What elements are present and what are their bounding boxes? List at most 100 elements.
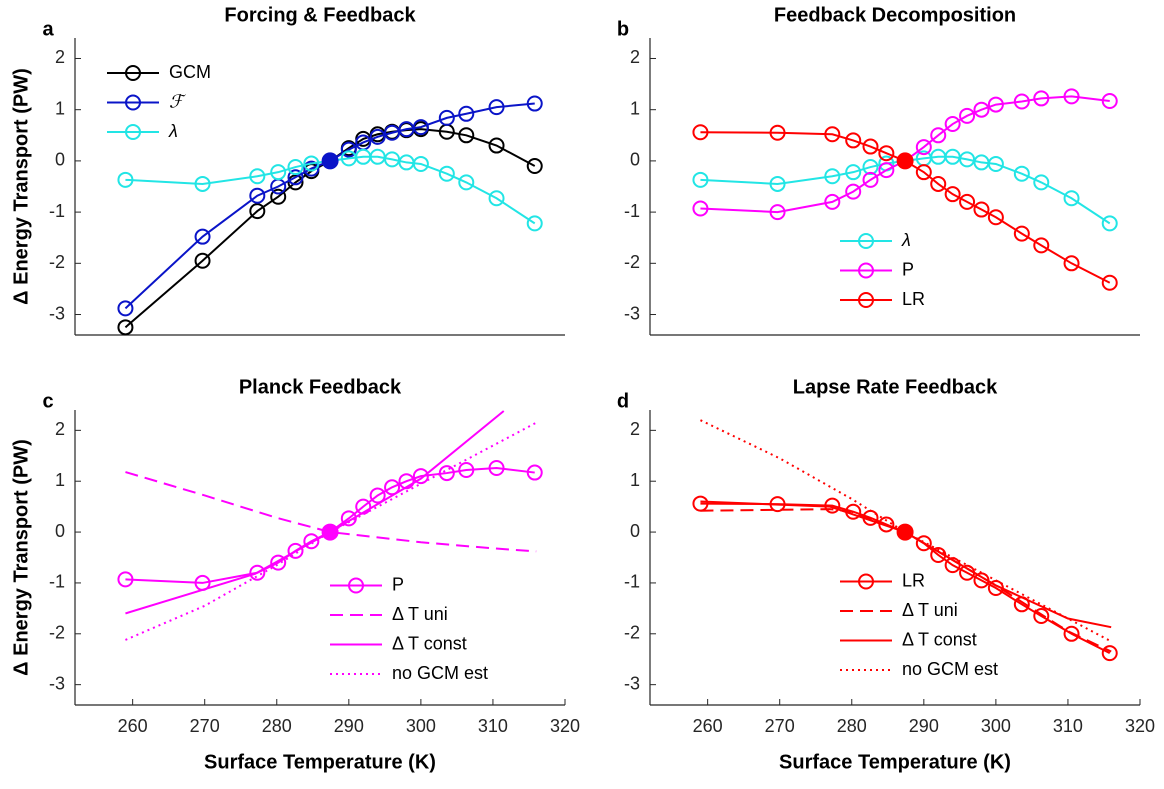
x-tick-label: 260 — [118, 716, 148, 736]
legend-label: λ — [901, 230, 911, 250]
marker — [915, 164, 932, 181]
marker — [987, 155, 1004, 172]
marker — [438, 465, 455, 482]
marker — [526, 215, 543, 232]
legend-marker — [858, 262, 874, 279]
legend-label: P — [392, 574, 404, 594]
marker — [862, 159, 879, 176]
marker — [194, 252, 211, 269]
marker — [488, 190, 505, 207]
y-tick-label: 1 — [630, 98, 640, 118]
y-tick-label: 0 — [630, 521, 640, 541]
legend-marker — [858, 573, 874, 590]
reference-point — [321, 523, 339, 541]
marker — [1063, 255, 1080, 272]
legend-marker — [125, 124, 141, 140]
marker — [412, 155, 429, 172]
x-tick-label: 310 — [478, 716, 508, 736]
legend-marker — [348, 577, 364, 594]
marker — [769, 204, 786, 221]
y-tick-label: -1 — [624, 572, 640, 592]
legend: P Δ T uni Δ T const no GCM est — [330, 574, 488, 683]
legend-label: no GCM est — [392, 663, 488, 683]
marker — [117, 571, 134, 588]
marker — [194, 175, 211, 192]
y-tick-label: 2 — [630, 419, 640, 439]
marker — [270, 554, 287, 571]
marker — [303, 533, 320, 550]
legend: GCM ℱλ — [107, 62, 211, 141]
plot-area: -3 -2 -1 0 1 2 Feedback Decomposition b λP LR — [617, 4, 1140, 336]
marker — [769, 175, 786, 192]
y-tick-label: 0 — [55, 521, 65, 541]
marker — [944, 186, 961, 203]
legend-marker — [858, 292, 874, 308]
marker — [340, 141, 357, 158]
x-tick-label: 310 — [1053, 716, 1083, 736]
marker — [438, 165, 455, 182]
legend: LR Δ T uni Δ T const no GCM est — [840, 570, 998, 679]
legend: λP LR — [840, 230, 925, 309]
y-tick-label: 2 — [55, 47, 65, 67]
marker — [249, 203, 266, 220]
marker — [824, 193, 841, 210]
marker — [1063, 88, 1080, 105]
marker — [915, 535, 932, 552]
legend-label: Δ T const — [902, 629, 977, 649]
marker — [959, 193, 976, 210]
panel-title: Forcing & Feedback — [224, 4, 416, 26]
series-line — [700, 419, 1112, 643]
legend-label: Δ T const — [392, 633, 467, 653]
marker — [1013, 93, 1030, 110]
y-tick-label: 2 — [630, 47, 640, 67]
marker — [287, 169, 304, 186]
marker — [369, 128, 386, 145]
marker — [845, 132, 862, 149]
plot-area: -3 -2 -1 0 1 2 260 270 280 290 300 310 320 Lapse Rate… — [617, 376, 1155, 773]
marker — [930, 175, 947, 192]
y-tick-label: -2 — [624, 623, 640, 643]
marker — [458, 174, 475, 191]
marker — [878, 162, 895, 179]
marker — [117, 171, 134, 188]
y-axis-label: Δ Energy Transport (PW) — [10, 439, 32, 676]
marker — [117, 300, 134, 317]
marker — [412, 468, 429, 485]
legend-label: GCM — [169, 62, 211, 82]
legend-marker — [125, 65, 141, 81]
series-line — [125, 410, 505, 615]
x-tick-label: 290 — [909, 716, 939, 736]
marker — [369, 487, 386, 504]
marker — [1101, 274, 1118, 291]
x-tick-label: 280 — [262, 716, 292, 736]
marker — [973, 101, 990, 118]
x-tick-label: 270 — [765, 716, 795, 736]
x-tick-label: 270 — [190, 716, 220, 736]
marker — [769, 124, 786, 141]
reference-point — [896, 523, 914, 541]
legend-label: Δ T uni — [902, 600, 958, 620]
x-tick-label: 300 — [981, 716, 1011, 736]
marker — [287, 174, 304, 191]
marker — [1033, 237, 1050, 254]
marker — [987, 96, 1004, 113]
panel-label: d — [617, 390, 629, 412]
marker — [1101, 645, 1118, 662]
y-tick-label: -2 — [624, 252, 640, 272]
marker — [340, 510, 357, 527]
marker — [944, 116, 961, 133]
y-tick-label: -1 — [49, 201, 65, 221]
marker — [959, 107, 976, 124]
marker — [824, 168, 841, 185]
marker — [303, 160, 320, 177]
marker — [458, 105, 475, 122]
marker — [930, 127, 947, 144]
y-tick-label: 2 — [55, 419, 65, 439]
marker — [878, 145, 895, 162]
panel-title: Lapse Rate Feedback — [793, 376, 998, 398]
y-tick-label: -3 — [624, 303, 640, 323]
x-tick-label: 280 — [837, 716, 867, 736]
panel-label: c — [42, 390, 53, 412]
marker — [862, 138, 879, 155]
